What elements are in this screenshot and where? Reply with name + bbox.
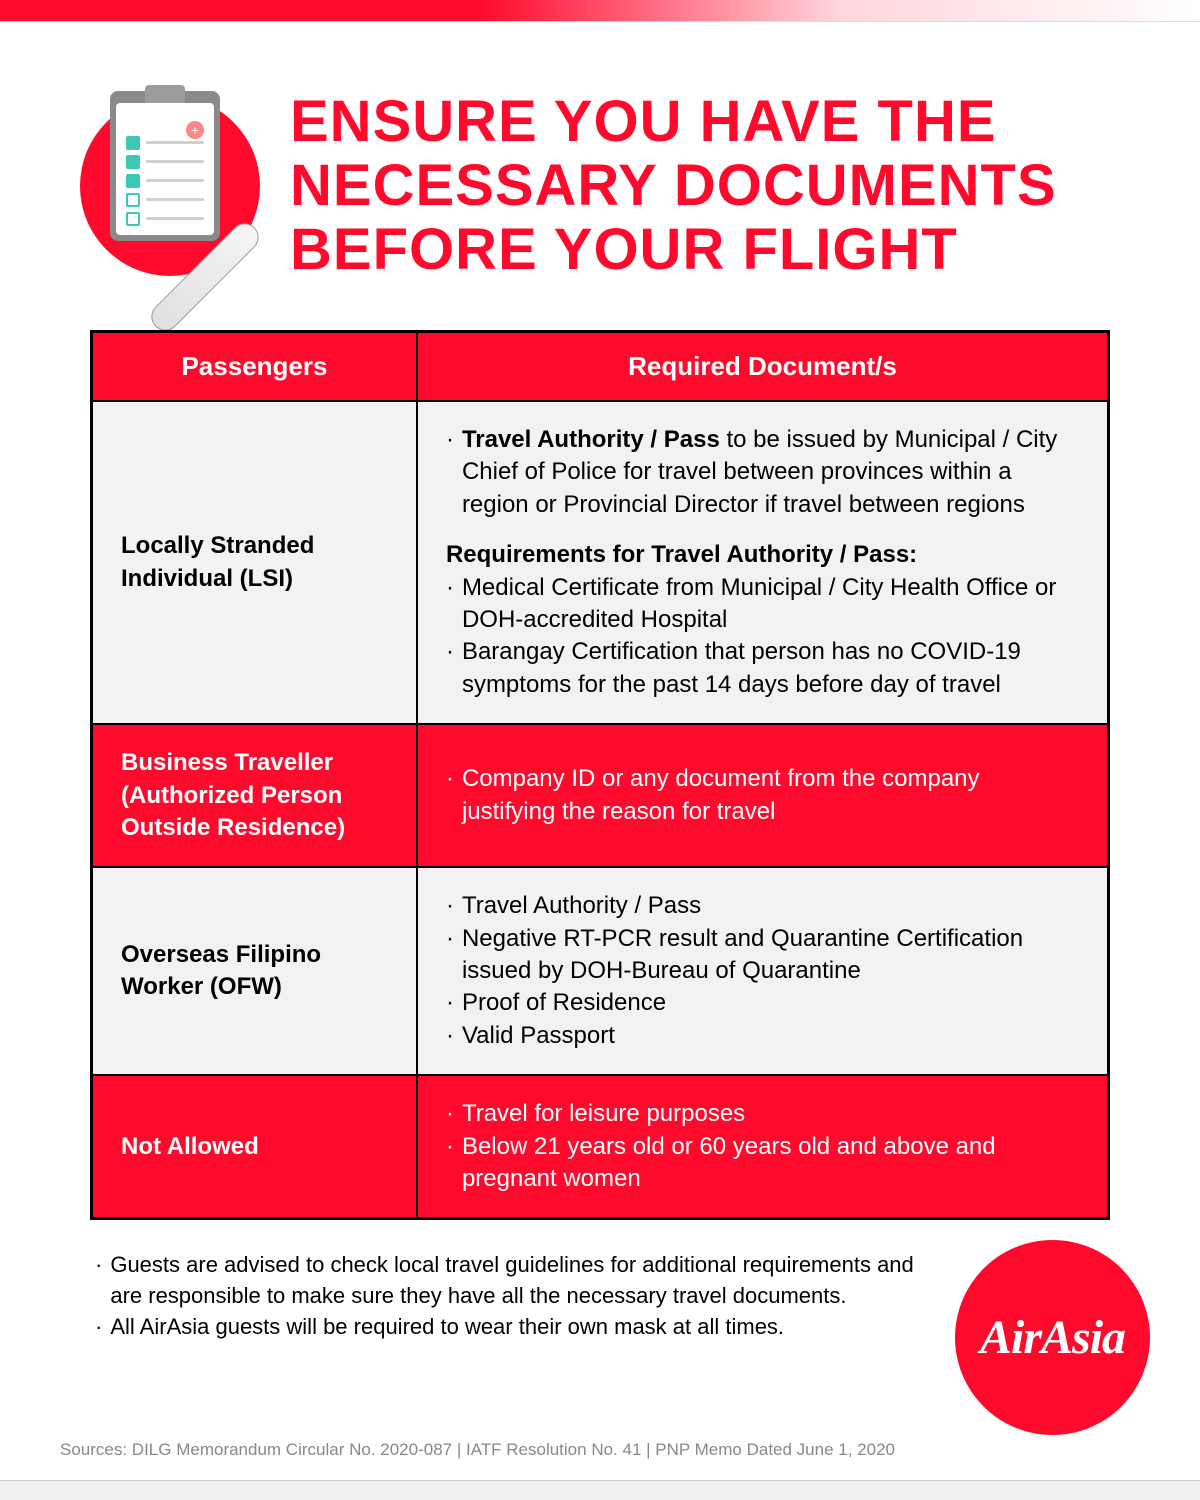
page-title: ENSURE YOU HAVE THE NECESSARY DOCUMENTS … xyxy=(290,90,1200,281)
bottom-stripe xyxy=(0,1480,1200,1500)
required-docs: ·Company ID or any document from the com… xyxy=(417,724,1109,867)
airasia-logo: AirAsia xyxy=(955,1240,1150,1435)
footer-notes: ·Guests are advised to check local trave… xyxy=(95,1250,940,1342)
sources-text: Sources: DILG Memorandum Circular No. 20… xyxy=(60,1440,895,1460)
logo-text: AirAsia xyxy=(980,1310,1125,1365)
header: + ENSURE YOU HAVE THE NECESSARY DOCUMENT… xyxy=(80,90,1200,281)
passenger-type: Overseas Filipino Worker (OFW) xyxy=(92,867,417,1075)
required-docs: ·Travel for leisure purposes ·Below 21 y… xyxy=(417,1075,1109,1219)
passenger-type: Not Allowed xyxy=(92,1075,417,1219)
table-row: Business Traveller (Authorized Person Ou… xyxy=(92,724,1109,867)
passenger-type: Business Traveller (Authorized Person Ou… xyxy=(92,724,417,867)
requirements-table: Passengers Required Document/s Locally S… xyxy=(90,330,1110,1220)
table-header-passengers: Passengers xyxy=(92,332,417,402)
table-header-documents: Required Document/s xyxy=(417,332,1109,402)
table-row: Not Allowed ·Travel for leisure purposes… xyxy=(92,1075,1109,1219)
required-docs: ·Travel Authority / Pass to be issued by… xyxy=(417,401,1109,724)
passenger-type: Locally Stranded Individual (LSI) xyxy=(92,401,417,724)
required-docs: ·Travel Authority / Pass ·Negative RT-PC… xyxy=(417,867,1109,1075)
top-stripe xyxy=(0,0,1200,22)
clipboard-thermometer-icon: + xyxy=(80,96,260,276)
table-row: Locally Stranded Individual (LSI) ·Trave… xyxy=(92,401,1109,724)
table-row: Overseas Filipino Worker (OFW) ·Travel A… xyxy=(92,867,1109,1075)
